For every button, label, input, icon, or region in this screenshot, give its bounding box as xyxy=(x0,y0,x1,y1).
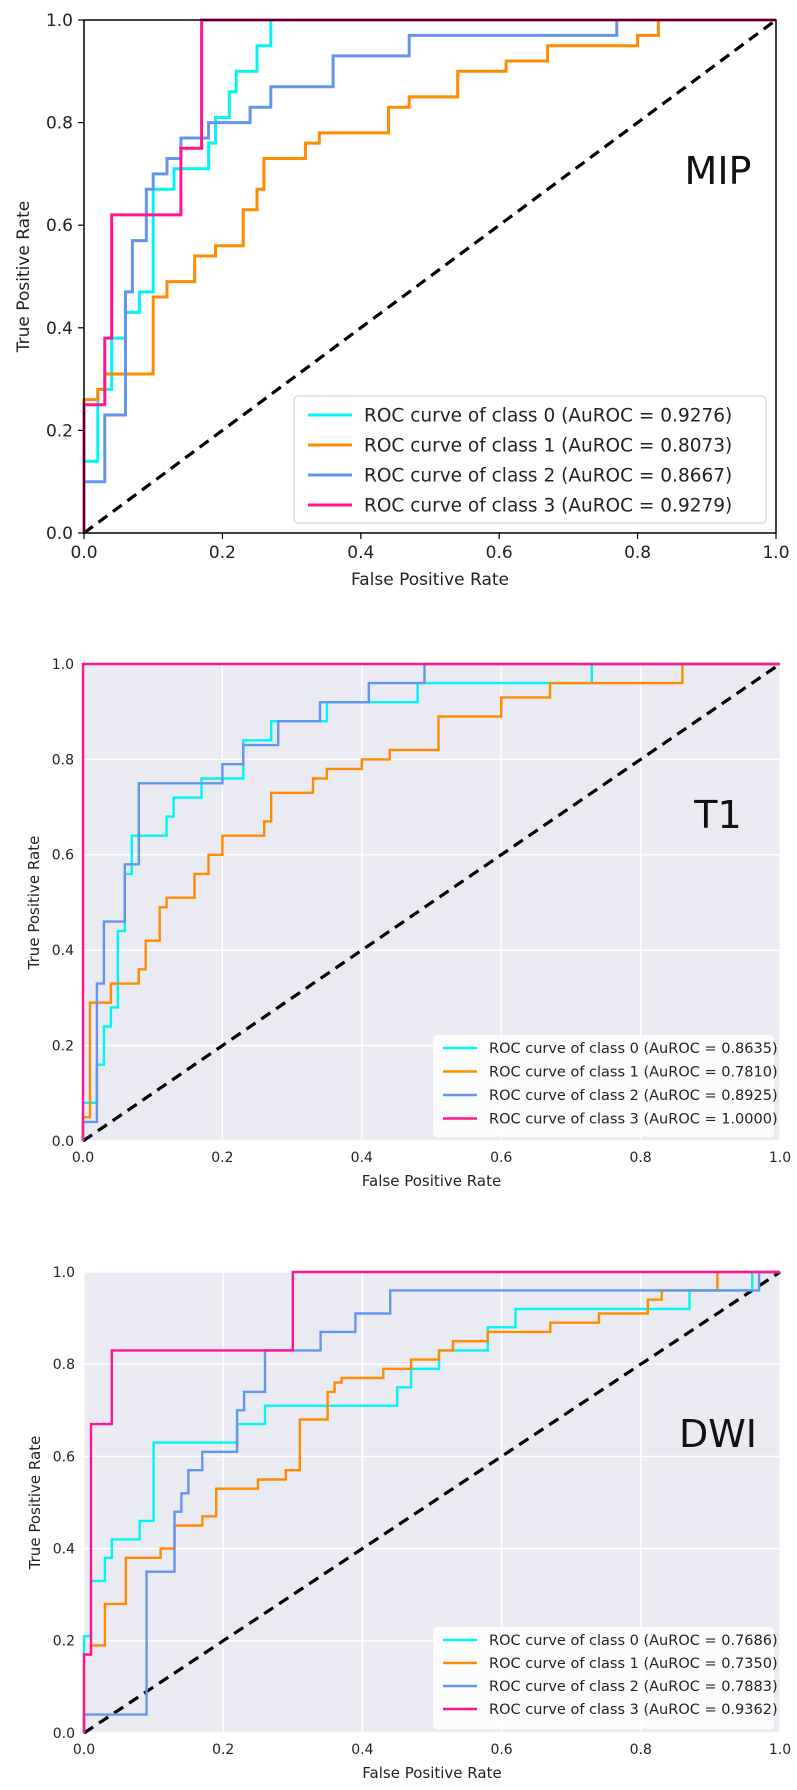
roc-curve-class-3 xyxy=(82,1270,780,1733)
roc-curve-class-0 xyxy=(82,18,776,533)
y-tick-label: 0.6 xyxy=(53,1449,75,1465)
legend-entry-class-2: ROC curve of class 2 (AuROC = 0.8925) xyxy=(489,1088,778,1104)
legend-entry-class-1: ROC curve of class 1 (AuROC = 0.8073) xyxy=(364,436,732,457)
y-tick-label: 0.4 xyxy=(52,943,74,959)
legend-entry-class-0: ROC curve of class 0 (AuROC = 0.7686) xyxy=(489,1633,778,1649)
x-axis-label: False Positive Rate xyxy=(362,1764,501,1782)
y-axis-label: True Positive Rate xyxy=(14,201,34,353)
x-axis-label: False Positive Rate xyxy=(351,570,509,590)
roc-curve-class-2 xyxy=(82,1270,780,1733)
x-tick-label: 1.0 xyxy=(762,543,789,563)
roc-curve-class-1 xyxy=(81,662,780,1141)
legend-entry-class-3: ROC curve of class 3 (AuROC = 1.0000) xyxy=(489,1112,778,1128)
axes-frame xyxy=(83,19,777,534)
y-tick-label: 0.6 xyxy=(52,848,74,864)
panel-label: MIP xyxy=(685,149,752,193)
y-axis-label: True Positive Rate xyxy=(25,836,43,971)
x-tick-label: 0.8 xyxy=(629,1150,651,1166)
panel-label: DWI xyxy=(679,1412,757,1456)
y-tick-label: 0.0 xyxy=(46,524,73,544)
y-tick-label: 0.0 xyxy=(52,1134,74,1150)
y-tick-label: 1.0 xyxy=(52,657,74,673)
roc-curve-class-3 xyxy=(81,662,780,1141)
roc-curve-class-2 xyxy=(81,662,780,1141)
x-tick-label: 0.8 xyxy=(630,1742,652,1758)
x-tick-label: 0.2 xyxy=(209,543,236,563)
roc-curve-class-0 xyxy=(82,1270,780,1733)
legend: ROC curve of class 0 (AuROC = 0.7686) ROC… xyxy=(433,1627,778,1729)
y-tick-label: 1.0 xyxy=(53,1265,75,1281)
y-tick-label: 0.6 xyxy=(46,216,73,236)
x-tick-label: 0.2 xyxy=(212,1742,234,1758)
x-tick-label: 0.4 xyxy=(351,1742,373,1758)
legend-box xyxy=(433,1627,774,1729)
panel-label: T1 xyxy=(693,793,741,837)
roc-panel-t1: 0.0 0.2 0.4 0.6 0.8 1.0 0.0 0.2 0.4 0.6 0.8 1.0 Fals… xyxy=(25,657,791,1190)
chance-diagonal-line xyxy=(82,662,781,1143)
x-tick-label: 0.4 xyxy=(347,543,374,563)
legend-entry-class-0: ROC curve of class 0 (AuROC = 0.8635) xyxy=(489,1041,778,1057)
x-tick-label: 0.8 xyxy=(624,543,651,563)
chance-diagonal-line xyxy=(83,1270,781,1735)
x-tick-label: 0.6 xyxy=(490,1150,512,1166)
legend: ROC curve of class 0 (AuROC = 0.9276) ROC… xyxy=(293,395,767,524)
x-axis-label: False Positive Rate xyxy=(362,1172,501,1190)
x-tick-label: 0.4 xyxy=(351,1150,373,1166)
y-tick-label: 0.2 xyxy=(53,1634,75,1650)
y-tick-label: 0.2 xyxy=(52,1039,74,1055)
x-tick-label: 0.0 xyxy=(72,1150,94,1166)
legend-entry-class-3: ROC curve of class 3 (AuROC = 0.9279) xyxy=(364,496,732,517)
roc-panel-dwi: 0.0 0.2 0.4 0.6 0.8 1.0 0.0 0.2 0.4 0.6 0.8 1.0 Fals… xyxy=(26,1265,791,1782)
x-tick-label: 1.0 xyxy=(769,1742,791,1758)
y-axis-label: True Positive Rate xyxy=(26,1436,44,1571)
x-tick-label: 0.6 xyxy=(490,1742,512,1758)
roc-curve-class-1 xyxy=(82,18,776,533)
x-tick-label: 0.2 xyxy=(211,1150,233,1166)
roc-panel-mip: 0.0 0.2 0.4 0.6 0.8 1.0 0.0 0.2 0.4 0.6 0.8 1.0 Fals… xyxy=(14,11,790,590)
y-tick-label: 0.4 xyxy=(53,1542,75,1558)
legend-entry-class-1: ROC curve of class 1 (AuROC = 0.7810) xyxy=(489,1065,778,1081)
legend-entry-class-3: ROC curve of class 3 (AuROC = 0.9362) xyxy=(489,1702,778,1718)
legend-entry-class-0: ROC curve of class 0 (AuROC = 0.9276) xyxy=(364,406,732,427)
y-tick-label: 0.8 xyxy=(53,1357,75,1373)
y-tick-label: 0.8 xyxy=(52,752,74,768)
y-tick-label: 0.4 xyxy=(46,319,73,339)
legend-entry-class-2: ROC curve of class 2 (AuROC = 0.7883) xyxy=(489,1679,778,1695)
roc-curve-class-1 xyxy=(82,1270,780,1733)
x-tick-label: 1.0 xyxy=(769,1150,791,1166)
x-tick-label: 0.0 xyxy=(70,543,97,563)
x-tick-label: 0.6 xyxy=(486,543,513,563)
y-tick-label: 0.2 xyxy=(46,421,73,441)
y-tick-label: 0.8 xyxy=(46,114,73,134)
y-tick-label: 0.0 xyxy=(53,1726,75,1742)
y-tick-label: 1.0 xyxy=(46,11,73,31)
legend-box xyxy=(433,1035,774,1137)
legend-entry-class-2: ROC curve of class 2 (AuROC = 0.8667) xyxy=(364,466,732,487)
legend: ROC curve of class 0 (AuROC = 0.8635) ROC… xyxy=(433,1035,778,1137)
roc-curve-class-3 xyxy=(82,18,776,533)
x-tick-label: 0.0 xyxy=(73,1742,95,1758)
legend-box xyxy=(293,395,767,524)
legend-entry-class-1: ROC curve of class 1 (AuROC = 0.7350) xyxy=(489,1656,778,1672)
